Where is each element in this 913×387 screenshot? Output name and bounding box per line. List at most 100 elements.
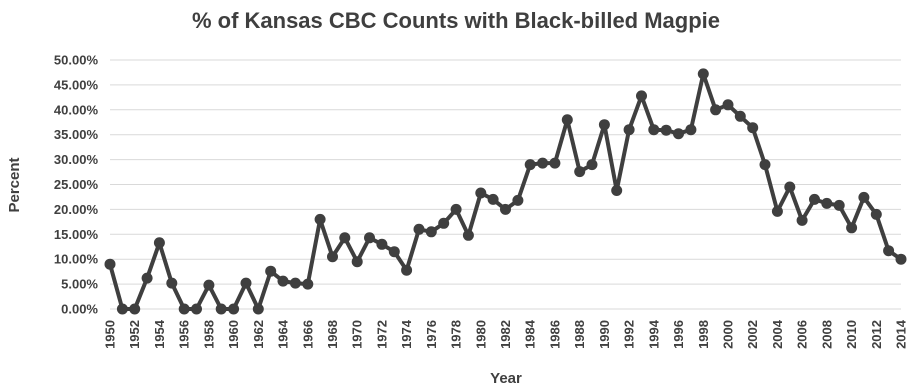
data-point bbox=[327, 251, 338, 263]
data-point bbox=[648, 124, 660, 136]
y-tick-label: 35.00% bbox=[54, 127, 99, 142]
x-tick-label: 1974 bbox=[399, 319, 414, 349]
data-point bbox=[314, 213, 326, 225]
data-point bbox=[784, 181, 796, 193]
data-point bbox=[549, 157, 561, 169]
data-point bbox=[339, 232, 351, 244]
data-point bbox=[425, 226, 437, 238]
chart-title: % of Kansas CBC Counts with Black-billed… bbox=[192, 8, 720, 33]
data-point bbox=[673, 128, 684, 140]
data-point bbox=[636, 90, 647, 102]
y-tick-label: 5.00% bbox=[61, 277, 98, 292]
x-tick-label: 2000 bbox=[720, 320, 735, 349]
y-tick-label: 45.00% bbox=[54, 77, 99, 92]
data-point bbox=[302, 278, 314, 290]
data-point bbox=[351, 256, 363, 268]
data-point bbox=[734, 110, 746, 122]
data-point bbox=[388, 246, 400, 258]
x-tick-label: 1980 bbox=[473, 320, 488, 349]
y-tick-label: 20.00% bbox=[54, 202, 99, 217]
y-tick-label: 10.00% bbox=[54, 252, 99, 267]
data-point bbox=[462, 229, 474, 241]
x-tick-label: 1976 bbox=[424, 320, 439, 349]
data-point bbox=[228, 303, 240, 315]
data-point bbox=[104, 258, 116, 270]
data-point bbox=[771, 205, 783, 217]
gridlines bbox=[110, 59, 901, 310]
x-axis-ticks: 1950 1952 1954 1956 1958 1960 1962 1964 1966 1968… bbox=[103, 319, 909, 349]
x-tick-label: 2008 bbox=[819, 320, 834, 349]
data-point bbox=[240, 277, 252, 289]
x-tick-label: 2014 bbox=[894, 319, 909, 349]
x-tick-label: 1998 bbox=[696, 320, 711, 349]
data-point bbox=[586, 159, 598, 171]
data-point bbox=[438, 217, 450, 229]
series-line bbox=[108, 71, 903, 311]
x-tick-label: 1994 bbox=[646, 319, 661, 349]
data-point bbox=[289, 277, 301, 289]
x-tick-label: 1972 bbox=[374, 320, 389, 349]
y-tick-label: 30.00% bbox=[54, 152, 99, 167]
data-point bbox=[821, 197, 833, 209]
data-point bbox=[623, 124, 635, 136]
data-point bbox=[129, 303, 141, 315]
data-point bbox=[178, 303, 190, 315]
y-tick-label: 25.00% bbox=[54, 177, 99, 192]
x-tick-label: 1986 bbox=[547, 320, 562, 349]
data-point bbox=[265, 265, 277, 277]
data-point bbox=[611, 185, 623, 196]
y-tick-label: 40.00% bbox=[54, 102, 99, 117]
y-tick-label: 50.00% bbox=[54, 53, 99, 68]
data-point bbox=[475, 187, 487, 199]
data-point bbox=[537, 157, 549, 169]
series-magpie bbox=[104, 68, 907, 315]
x-tick-label: 1970 bbox=[350, 320, 365, 349]
x-tick-label: 1982 bbox=[498, 320, 513, 349]
data-point bbox=[203, 279, 215, 291]
data-point bbox=[252, 303, 264, 315]
x-tick-label: 1954 bbox=[152, 319, 167, 349]
x-tick-label: 1996 bbox=[671, 320, 686, 349]
data-point bbox=[833, 199, 845, 211]
data-point bbox=[747, 122, 759, 134]
x-tick-label: 1958 bbox=[201, 320, 216, 349]
data-point bbox=[413, 223, 425, 235]
data-point bbox=[883, 245, 895, 257]
x-tick-label: 1966 bbox=[300, 320, 315, 349]
x-tick-label: 2004 bbox=[770, 319, 785, 349]
data-point bbox=[512, 194, 524, 206]
data-point bbox=[116, 303, 128, 315]
data-point bbox=[524, 159, 536, 171]
data-point bbox=[796, 214, 808, 226]
y-axis-ticks: 0.00% 5.00% 10.00% 15.00% 20.00% 25.00% 30.00%… bbox=[54, 53, 99, 317]
data-point bbox=[277, 275, 289, 287]
data-point bbox=[598, 119, 610, 131]
data-point bbox=[809, 193, 820, 205]
data-point bbox=[722, 99, 734, 111]
data-point bbox=[500, 203, 511, 215]
x-tick-label: 1950 bbox=[103, 320, 118, 349]
x-tick-label: 2012 bbox=[869, 320, 884, 349]
x-tick-label: 1990 bbox=[597, 320, 612, 349]
data-point bbox=[846, 222, 858, 234]
x-tick-label: 1952 bbox=[127, 320, 142, 349]
data-point bbox=[364, 232, 375, 244]
x-tick-label: 2002 bbox=[745, 320, 760, 349]
data-point bbox=[166, 277, 178, 289]
x-tick-label: 2010 bbox=[844, 320, 859, 349]
data-point bbox=[697, 68, 709, 80]
data-point bbox=[870, 208, 882, 220]
data-point bbox=[450, 203, 462, 215]
data-point bbox=[710, 104, 722, 116]
x-tick-label: 2006 bbox=[795, 320, 810, 349]
data-point bbox=[215, 303, 227, 315]
y-tick-label: 15.00% bbox=[54, 227, 99, 242]
data-point bbox=[858, 191, 870, 203]
data-point bbox=[191, 303, 202, 315]
data-point bbox=[487, 193, 499, 205]
x-tick-label: 1988 bbox=[572, 320, 587, 349]
x-tick-label: 1956 bbox=[177, 320, 192, 349]
x-axis-label: Year bbox=[490, 370, 522, 387]
x-tick-label: 1968 bbox=[325, 320, 340, 349]
